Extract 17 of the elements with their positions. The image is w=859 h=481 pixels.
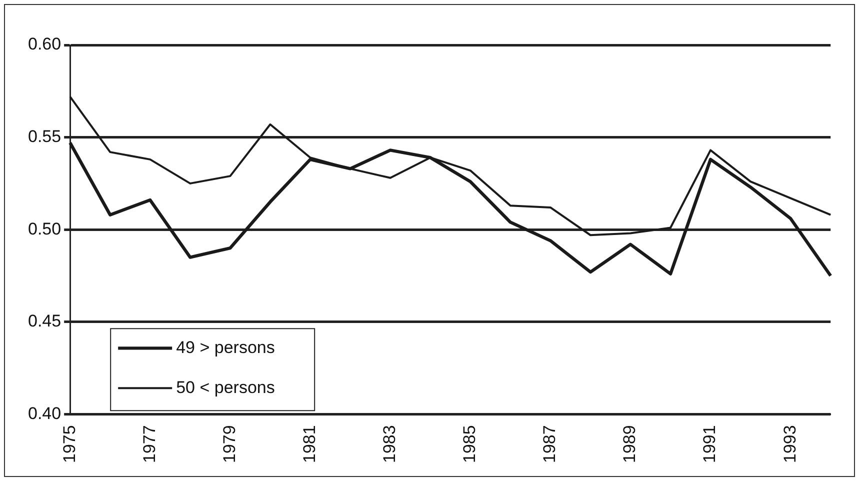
x-tick-label: 1989 (620, 425, 640, 464)
y-tick-label: 0.40 (28, 404, 62, 423)
y-tick-label: 0.55 (28, 126, 62, 146)
x-tick-label: 1985 (460, 425, 480, 464)
x-tick-label: 1993 (780, 425, 800, 464)
x-tick-label: 1983 (380, 425, 399, 464)
y-tick-label: 0.50 (28, 219, 62, 238)
x-tick-label: 1987 (540, 425, 560, 464)
legend-label: 50 < persons (176, 378, 275, 397)
x-tick-label: 1979 (220, 425, 239, 464)
y-tick-label: 0.60 (28, 34, 62, 54)
legend-label: 49 > persons (176, 338, 275, 357)
x-tick-label: 1991 (700, 425, 720, 464)
y-tick-label: 0.45 (28, 312, 62, 331)
x-tick-label: 1981 (300, 425, 319, 464)
x-tick-label: 1977 (140, 425, 159, 464)
x-tick-label: 1975 (60, 425, 79, 464)
